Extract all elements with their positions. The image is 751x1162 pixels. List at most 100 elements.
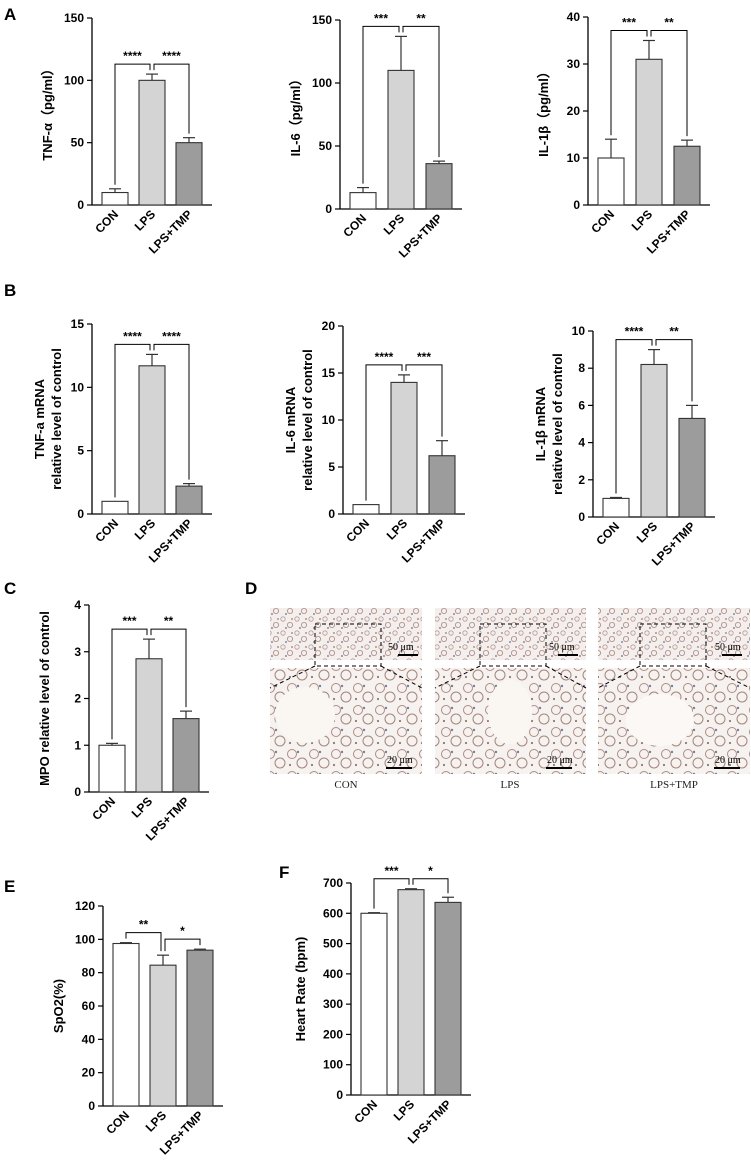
histology-airway [626,694,694,746]
y-tick-label: 60 [82,999,96,1013]
y-tick-label: 0 [336,1088,343,1102]
significance-label: * [428,864,433,878]
y-tick-label: 4 [578,436,585,450]
histology-lps-low-mag [435,608,586,660]
y-tick-label: 0 [88,1099,95,1113]
y-tick-label: 100 [323,1058,343,1072]
panel-letter-d: D [245,579,257,598]
histology-label-con: CON [334,779,357,791]
bar [138,365,166,515]
bar [98,744,126,793]
bar [172,718,200,793]
y-tick-label: 0 [573,198,580,212]
y-tick-label: 150 [64,11,84,25]
x-category-label: CON [103,1108,132,1137]
significance-label: **** [162,49,181,63]
zoom-box-con [314,623,382,667]
y-tick-label: 0 [74,785,81,799]
significance-label: *** [622,16,636,30]
significance-label: *** [417,350,431,364]
y-axis-label: relative level of control [550,353,565,495]
x-category-label: LPS [381,211,407,237]
bar [387,69,415,210]
histology-label-lps: LPS [501,779,520,791]
y-axis-label: TNF-a mRNA [32,378,47,459]
significance-bracket [402,25,440,158]
y-tick-label: 100 [312,76,332,90]
y-axis-label: SpO2(%) [51,979,66,1033]
zoom-line [705,665,751,689]
y-tick-label: 0 [578,510,585,524]
x-category-label: CON [343,516,372,545]
y-axis-label: IL-6（pg/ml） [288,73,303,157]
scale-label-bottom-con: 20 μm [387,755,413,766]
bar [397,889,425,1096]
significance-bracket [650,30,688,137]
significance-label: **** [123,49,142,63]
significance-bracket [362,25,400,184]
y-tick-label: 0 [77,507,84,521]
y-axis-label: IL-1β（pg/ml） [536,65,551,157]
y-tick-label: 20 [322,319,336,333]
significance-bracket [153,343,190,480]
significance-label: * [180,924,185,938]
significance-label: **** [375,350,394,364]
histology-airway [488,680,532,744]
x-category-label: CON [351,1097,380,1126]
y-tick-label: 10 [572,324,586,338]
significance-label: *** [384,864,398,878]
y-tick-label: 40 [82,1032,96,1046]
significance-bracket [615,339,653,494]
significance-bracket [153,63,190,134]
bar [349,192,377,210]
y-tick-label: 15 [71,317,85,331]
scale-label-bottom-lps: 20 μm [547,755,573,766]
significance-bracket [114,63,151,185]
bar [186,949,214,1107]
y-axis-label: TNF-α（pg/ml） [40,62,55,160]
significance-label: ** [164,614,174,628]
significance-label: ** [664,16,674,30]
significance-label: ** [416,11,426,25]
histology-con-low-mag [270,608,422,660]
panel-letter-e: E [4,877,15,896]
y-tick-label: 10 [71,380,85,394]
zoom-line [545,665,587,689]
y-tick-label: 100 [64,73,84,87]
y-tick-label: 40 [567,10,581,24]
histology-airway [275,687,335,743]
bar [135,658,163,793]
y-tick-label: 1 [74,738,81,752]
significance-bracket [114,343,151,498]
y-tick-label: 80 [82,966,96,980]
x-category-label: LPS [391,1097,417,1123]
zoom-line [434,665,481,689]
y-tick-label: 100 [75,932,95,946]
bar [635,58,663,206]
y-axis-label: IL-6 mRNA [283,386,298,453]
bar [640,363,668,518]
y-tick-label: 3 [74,645,81,659]
zoom-line [269,665,316,689]
y-tick-label: 10 [322,413,336,427]
bar [678,417,706,518]
significance-label: ** [139,918,149,932]
significance-bracket [365,364,403,501]
significance-bracket [405,364,443,437]
y-tick-label: 200 [323,1027,343,1041]
y-tick-label: 600 [323,906,343,920]
significance-label: **** [123,329,142,343]
y-axis-label: IL-1β mRNA [533,386,548,461]
bar [360,912,388,1096]
significance-label: ** [669,325,679,339]
bar [428,455,456,515]
y-axis-label: MPO relative level of control [37,611,52,786]
bar [390,381,418,515]
x-category-label: CON [340,211,369,240]
y-tick-label: 20 [567,104,581,118]
y-tick-label: 50 [71,136,85,150]
y-tick-label: 20 [82,1066,96,1080]
